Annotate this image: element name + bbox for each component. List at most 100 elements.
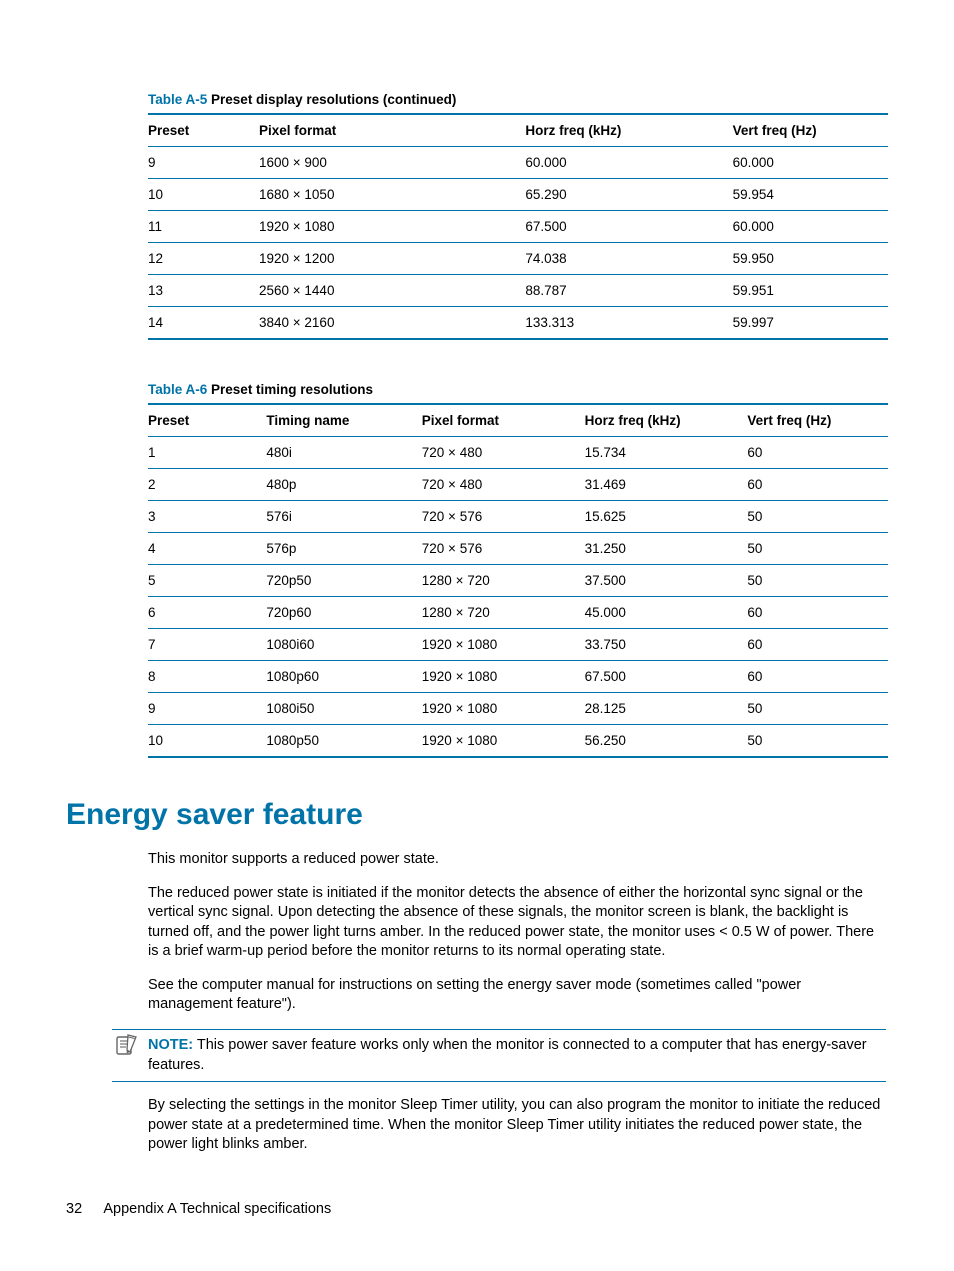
table-row: 1480i720 × 48015.73460 — [148, 437, 888, 469]
note-content: NOTE: This power saver feature works onl… — [148, 1036, 886, 1075]
table-cell: 8 — [148, 661, 266, 693]
table-cell: 720p60 — [266, 597, 421, 629]
table-cell: 59.951 — [733, 275, 888, 307]
column-header: Vert freq (Hz) — [733, 114, 888, 147]
table-cell: 10 — [148, 725, 266, 758]
table-cell: 3 — [148, 501, 266, 533]
table-row: 101080p501920 × 108056.25050 — [148, 725, 888, 758]
table-cell: 67.500 — [585, 661, 748, 693]
table-cell: 1280 × 720 — [422, 597, 585, 629]
table-cell: 6 — [148, 597, 266, 629]
table-cell: 2560 × 1440 — [259, 275, 525, 307]
table-cell: 65.290 — [525, 179, 732, 211]
table-cell: 60 — [747, 597, 888, 629]
table-a6: PresetTiming namePixel formatHorz freq (… — [148, 403, 888, 758]
paragraph-1: This monitor supports a reduced power st… — [148, 850, 884, 870]
note-text: This power saver feature works only when… — [148, 1037, 867, 1073]
table-cell: 9 — [148, 693, 266, 725]
table-cell: 480i — [266, 437, 421, 469]
column-header: Pixel format — [422, 404, 585, 437]
table-row: 111920 × 108067.50060.000 — [148, 211, 888, 243]
column-header: Pixel format — [259, 114, 525, 147]
table-cell: 31.250 — [585, 533, 748, 565]
table-a5-number: Table A-5 — [148, 92, 207, 107]
table-row: 2480p720 × 48031.46960 — [148, 469, 888, 501]
table-cell: 576i — [266, 501, 421, 533]
table-row: 101680 × 105065.29059.954 — [148, 179, 888, 211]
table-cell: 133.313 — [525, 307, 732, 340]
table-cell: 1080p60 — [266, 661, 421, 693]
table-cell: 50 — [747, 533, 888, 565]
table-cell: 1280 × 720 — [422, 565, 585, 597]
table-cell: 50 — [747, 501, 888, 533]
table-cell: 15.625 — [585, 501, 748, 533]
table-row: 5720p501280 × 72037.50050 — [148, 565, 888, 597]
table-cell: 720 × 576 — [422, 501, 585, 533]
table-cell: 60.000 — [733, 211, 888, 243]
table-cell: 1680 × 1050 — [259, 179, 525, 211]
table-a6-number: Table A-6 — [148, 382, 207, 397]
table-cell: 10 — [148, 179, 259, 211]
table-cell: 59.950 — [733, 243, 888, 275]
table-cell: 67.500 — [525, 211, 732, 243]
section-heading: Energy saver feature — [66, 798, 888, 832]
table-cell: 50 — [747, 693, 888, 725]
table-row: 91080i501920 × 108028.12550 — [148, 693, 888, 725]
table-cell: 1920 × 1080 — [422, 693, 585, 725]
table-cell: 59.997 — [733, 307, 888, 340]
table-cell: 12 — [148, 243, 259, 275]
table-cell: 720p50 — [266, 565, 421, 597]
column-header: Horz freq (kHz) — [525, 114, 732, 147]
table-cell: 60 — [747, 437, 888, 469]
note-block: NOTE: This power saver feature works onl… — [112, 1029, 886, 1082]
table-cell: 28.125 — [585, 693, 748, 725]
table-a5: PresetPixel formatHorz freq (kHz)Vert fr… — [148, 113, 888, 340]
table-cell: 1920 × 1080 — [259, 211, 525, 243]
table-cell: 1080p50 — [266, 725, 421, 758]
table-cell: 56.250 — [585, 725, 748, 758]
table-cell: 33.750 — [585, 629, 748, 661]
page-content: Table A-5 Preset display resolutions (co… — [0, 0, 954, 1155]
table-cell: 1920 × 1080 — [422, 661, 585, 693]
table-cell: 4 — [148, 533, 266, 565]
table-row: 71080i601920 × 108033.75060 — [148, 629, 888, 661]
paragraph-3: See the computer manual for instructions… — [148, 976, 884, 1015]
table-cell: 1080i50 — [266, 693, 421, 725]
table-cell: 1920 × 1200 — [259, 243, 525, 275]
table-cell: 1080i60 — [266, 629, 421, 661]
table-cell: 1920 × 1080 — [422, 725, 585, 758]
table-cell: 720 × 576 — [422, 533, 585, 565]
column-header: Preset — [148, 404, 266, 437]
table-cell: 60 — [747, 629, 888, 661]
body-text: This monitor supports a reduced power st… — [148, 850, 884, 1015]
table-cell: 15.734 — [585, 437, 748, 469]
paragraph-4: By selecting the settings in the monitor… — [148, 1096, 884, 1155]
appendix-label: Appendix A Technical specifications — [103, 1201, 331, 1217]
table-cell: 720 × 480 — [422, 469, 585, 501]
table-cell: 720 × 480 — [422, 437, 585, 469]
table-cell: 576p — [266, 533, 421, 565]
table-row: 91600 × 90060.00060.000 — [148, 147, 888, 179]
page-number: 32 — [66, 1201, 82, 1217]
table-cell: 60.000 — [733, 147, 888, 179]
table-cell: 1920 × 1080 — [422, 629, 585, 661]
table-cell: 88.787 — [525, 275, 732, 307]
table-cell: 1 — [148, 437, 266, 469]
body-text-after-note: By selecting the settings in the monitor… — [148, 1096, 884, 1155]
table-cell: 11 — [148, 211, 259, 243]
table-row: 121920 × 120074.03859.950 — [148, 243, 888, 275]
table-cell: 45.000 — [585, 597, 748, 629]
table-cell: 60 — [747, 469, 888, 501]
table-cell: 13 — [148, 275, 259, 307]
table-cell: 31.469 — [585, 469, 748, 501]
note-label: NOTE: — [148, 1037, 193, 1053]
table-row: 81080p601920 × 108067.50060 — [148, 661, 888, 693]
table-cell: 60 — [747, 661, 888, 693]
table-cell: 5 — [148, 565, 266, 597]
table-cell: 3840 × 2160 — [259, 307, 525, 340]
table-cell: 7 — [148, 629, 266, 661]
table-row: 143840 × 2160133.31359.997 — [148, 307, 888, 340]
column-header: Vert freq (Hz) — [747, 404, 888, 437]
paragraph-2: The reduced power state is initiated if … — [148, 884, 884, 962]
table-a6-caption: Table A-6 Preset timing resolutions — [148, 382, 888, 397]
